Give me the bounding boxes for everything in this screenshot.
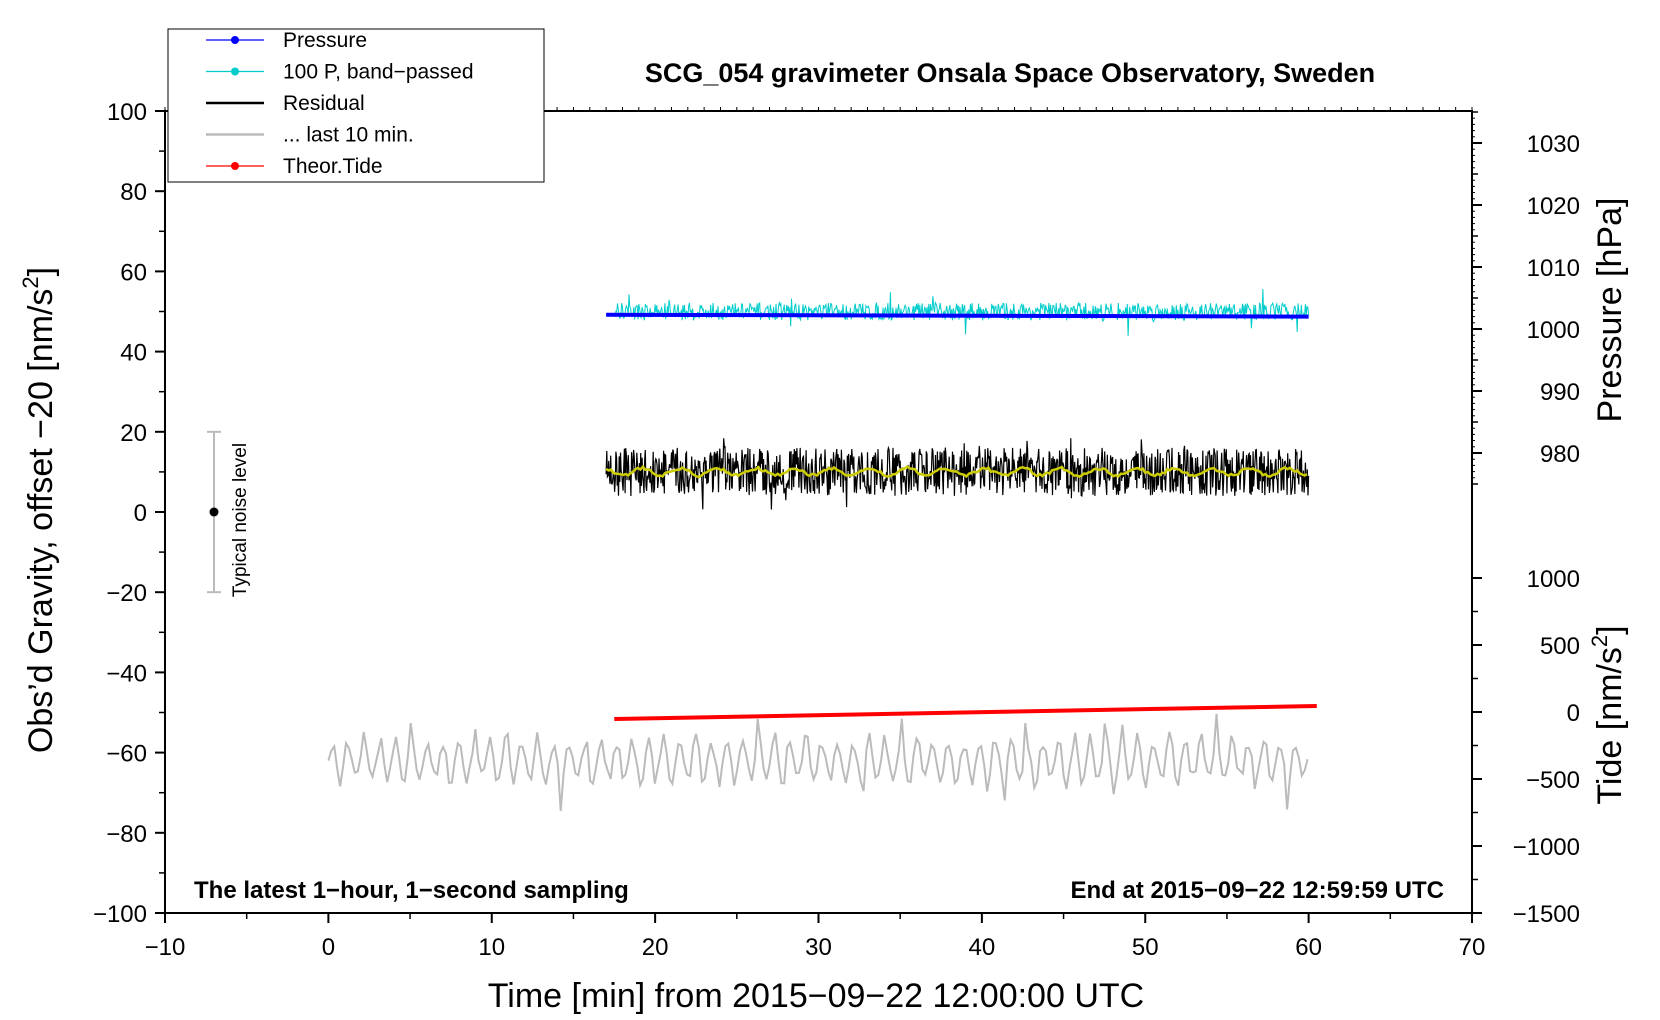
x-tick-label: 40 bbox=[969, 934, 996, 961]
noise-bar-label: Typical noise level bbox=[230, 443, 251, 597]
legend-label: ... last 10 min. bbox=[283, 124, 414, 147]
y-tick-label: 0 bbox=[134, 500, 147, 527]
x-axis-title: Time [min] from 2015−09−22 12:00:00 UTC bbox=[488, 977, 1144, 1015]
smoothed-residual-line bbox=[605, 464, 1308, 479]
legend: Pressure 100 P, band−passed Residual ... la… bbox=[167, 28, 545, 183]
x-tick-label: 10 bbox=[478, 934, 505, 961]
legend-label: Theor.Tide bbox=[283, 155, 383, 178]
chart-title: SCG_054 gravimeter Onsala Space Observat… bbox=[645, 58, 1375, 88]
legend-label: Pressure bbox=[283, 29, 367, 52]
y-tick-label: 100 bbox=[107, 99, 147, 126]
band-passed-pressure-line bbox=[613, 288, 1310, 336]
plot-frame bbox=[164, 110, 1473, 914]
tide-tick-label: 500 bbox=[1540, 633, 1580, 660]
y-axis-title-left-main: Obs’d Gravity, offset −20 [nm/s bbox=[22, 289, 60, 754]
tide-tick-label: 1000 bbox=[1527, 566, 1580, 593]
right-note: End at 2015−09−22 12:59:59 UTC bbox=[1070, 877, 1444, 904]
noise-bar-center-dot bbox=[209, 507, 219, 517]
y-tick-label: 20 bbox=[120, 420, 147, 447]
y-tick-label: −20 bbox=[106, 580, 147, 607]
y-axis-title-left-sup: 2 bbox=[18, 276, 43, 288]
legend-label: Residual bbox=[283, 92, 365, 115]
y-tick-label: 60 bbox=[120, 259, 147, 286]
last-10-min-line bbox=[327, 713, 1309, 811]
tide-tick-label: −500 bbox=[1526, 767, 1580, 794]
pressure-line bbox=[606, 312, 1309, 319]
y-axis-title-pressure: Pressure [hPa] bbox=[1591, 198, 1629, 423]
y-tick-label: 80 bbox=[120, 179, 147, 206]
legend-label: 100 P, band−passed bbox=[283, 61, 474, 84]
axes-frame bbox=[164, 110, 1473, 914]
x-tick-label: 30 bbox=[805, 934, 832, 961]
x-tick-label: 20 bbox=[642, 934, 669, 961]
y-tick-label: −100 bbox=[93, 901, 147, 928]
y-tick-label: −80 bbox=[106, 821, 147, 848]
y-axis-title-left: Obs’d Gravity, offset −20 [nm/s2] bbox=[18, 267, 60, 753]
legend-box bbox=[167, 28, 545, 183]
x-tick-label: −10 bbox=[145, 934, 186, 961]
y-axis-title-tide-end: ] bbox=[1591, 625, 1629, 634]
pressure-tick-label: 980 bbox=[1540, 441, 1580, 468]
y-axis-title-tide-sup: 2 bbox=[1587, 635, 1612, 647]
tide-tick-label: 0 bbox=[1567, 700, 1580, 727]
tide-tick-label: −1000 bbox=[1513, 834, 1580, 861]
pressure-tick-label: 1000 bbox=[1527, 317, 1580, 344]
x-tick-label: 0 bbox=[322, 934, 335, 961]
x-tick-label: 60 bbox=[1295, 934, 1322, 961]
data-series bbox=[327, 288, 1317, 811]
ticks: −10 0 10 20 30 40 50 60 70100806040200−20−40−60−… bbox=[93, 99, 1580, 961]
pressure-tick-label: 1030 bbox=[1527, 131, 1580, 158]
left-note: The latest 1−hour, 1−second sampling bbox=[194, 877, 629, 904]
pressure-tick-label: 990 bbox=[1540, 379, 1580, 406]
tide-tick-label: −1500 bbox=[1513, 901, 1580, 928]
y-axis-title-tide: Tide [nm/s2] bbox=[1587, 625, 1629, 804]
legend-swatch-dot bbox=[231, 162, 239, 170]
pressure-tick-label: 1020 bbox=[1527, 193, 1580, 220]
theoretical-tide-line bbox=[614, 703, 1317, 721]
pressure-tick-label: 1010 bbox=[1527, 255, 1580, 282]
y-axis-title-left-end: ] bbox=[22, 267, 60, 276]
x-tick-label: 70 bbox=[1459, 934, 1486, 961]
noise-bar bbox=[207, 430, 222, 594]
y-tick-label: 40 bbox=[120, 340, 147, 367]
y-tick-label: −60 bbox=[106, 741, 147, 768]
legend-swatch-dot bbox=[231, 36, 239, 44]
y-axis-title-tide-main: Tide [nm/s bbox=[1591, 647, 1629, 804]
x-tick-label: 50 bbox=[1132, 934, 1159, 961]
legend-swatch-dot bbox=[231, 67, 239, 76]
y-tick-label: −40 bbox=[106, 660, 147, 687]
residual-line bbox=[605, 438, 1310, 510]
